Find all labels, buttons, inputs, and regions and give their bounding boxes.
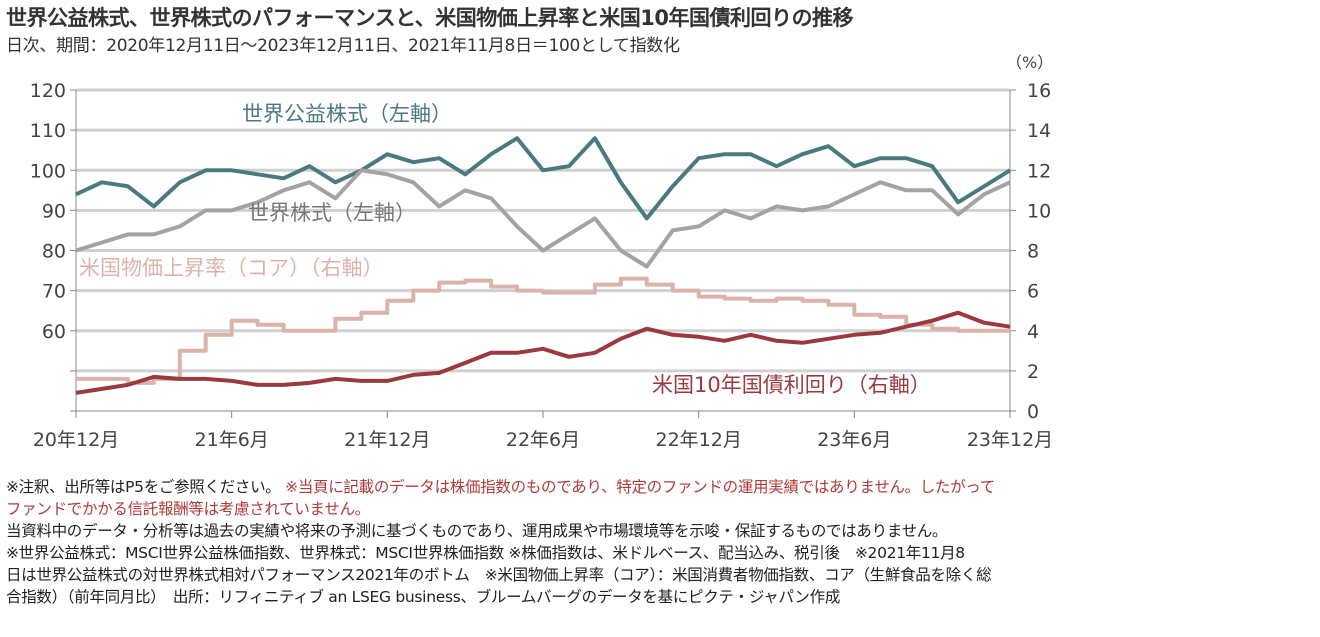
footnote-line-6: 合指数）（前年同月比） 出所：リフィニティブ an LSEG business、… — [6, 588, 841, 606]
footnote-line-5: 日は世界公益株式の対世界株式相対パフォーマンス2021年のボトム ※米国物価上昇… — [6, 566, 992, 584]
right-tick-label: 16 — [1027, 80, 1051, 102]
left-tick-label: 100 — [30, 160, 66, 182]
footnote-line-4: ※世界公益株式：MSCI世界公益株価指数、世界株式：MSCI世界株価指数 ※株価… — [6, 544, 965, 562]
right-tick-label: 12 — [1027, 160, 1051, 182]
gridlines — [76, 88, 1010, 373]
x-tick-label: 22年6月 — [506, 429, 580, 451]
footnote-line-3: 当資料中のデータ・分析等は過去の実績や将来の予測に基づくものであり、運用成果や市… — [6, 522, 948, 540]
x-axis-tick-labels: 20年12月 21年6月 21年12月 22年6月 22年12月 23年6月 23年12月 — [33, 429, 1053, 451]
left-tick-label: 120 — [30, 80, 66, 102]
right-tick-label: 10 — [1027, 200, 1051, 222]
right-axis-tick-labels: 16 14 12 10 8 6 4 2 0 — [1027, 80, 1051, 423]
left-tick-label: 110 — [30, 120, 66, 142]
series-line-0 — [75, 136, 1012, 221]
x-tick-label: 20年12月 — [33, 429, 119, 451]
series-line-1 — [75, 168, 1011, 269]
footnote-reference: ※注釈、出所等はP5をご参照ください。 — [6, 478, 281, 496]
right-tick-label: 14 — [1027, 120, 1051, 142]
series-line-2 — [76, 276, 1010, 385]
right-axis-unit: （%） — [1006, 53, 1054, 72]
right-tick-label: 2 — [1027, 361, 1039, 383]
right-tick-label: 0 — [1027, 401, 1039, 423]
footnote-line-1: ※注釈、出所等はP5をご参照ください。 ※当頁に記載のデータは株価指数のものであ… — [6, 476, 1316, 498]
right-tick-label: 8 — [1027, 241, 1039, 263]
right-tick-label: 6 — [1027, 281, 1039, 303]
footnotes: ※注釈、出所等はP5をご参照ください。 ※当頁に記載のデータは株価指数のものであ… — [6, 476, 1316, 608]
left-tick-label: 90 — [42, 200, 66, 222]
page-title: 世界公益株式、世界株式のパフォーマンスと、米国物価上昇率と米国10年国債利回りの… — [6, 6, 853, 30]
left-tick-label: 80 — [42, 241, 66, 263]
annotation-us-core-cpi: 米国物価上昇率（コア）（右軸） — [79, 256, 384, 280]
x-tick-label: 22年12月 — [655, 429, 741, 451]
x-tick-label: 23年6月 — [817, 429, 891, 451]
footnote-line-2: ファンドでかかる信託報酬等は考慮されていません。 — [6, 500, 370, 518]
annotation-world-equity: 世界株式（左軸） — [248, 201, 416, 225]
series-lines — [75, 136, 1012, 395]
right-tick-label: 4 — [1027, 321, 1039, 343]
left-axis-tick-labels: 120 110 100 90 80 70 60 — [30, 80, 66, 343]
series-annotations: 世界公益株式（左軸） 世界株式（左軸） 米国物価上昇率（コア）（右軸） 米国10… — [79, 102, 931, 397]
page-subtitle: 日次、期間：2020年12月11日～2023年12月11日、2021年11月8日… — [6, 36, 680, 56]
left-tick-label: 60 — [42, 321, 66, 343]
x-tick-label: 21年6月 — [195, 429, 269, 451]
line-chart: 120 110 100 90 80 70 60 16 14 12 10 8 6 4 2 0 20年12月 21… — [30, 80, 1053, 451]
x-tick-label: 21年12月 — [344, 429, 430, 451]
left-tick-label: 70 — [42, 281, 66, 303]
annotation-us-10y-yield: 米国10年国債利回り（右軸） — [652, 373, 931, 397]
annotation-utility-equity: 世界公益株式（左軸） — [242, 102, 452, 126]
x-tick-label: 23年12月 — [967, 429, 1053, 451]
axes — [70, 89, 1016, 418]
footnote-disclaimer-red: ※当頁に記載のデータは株価指数のものであり、特定のファンドの運用実績ではありませ… — [285, 478, 996, 496]
